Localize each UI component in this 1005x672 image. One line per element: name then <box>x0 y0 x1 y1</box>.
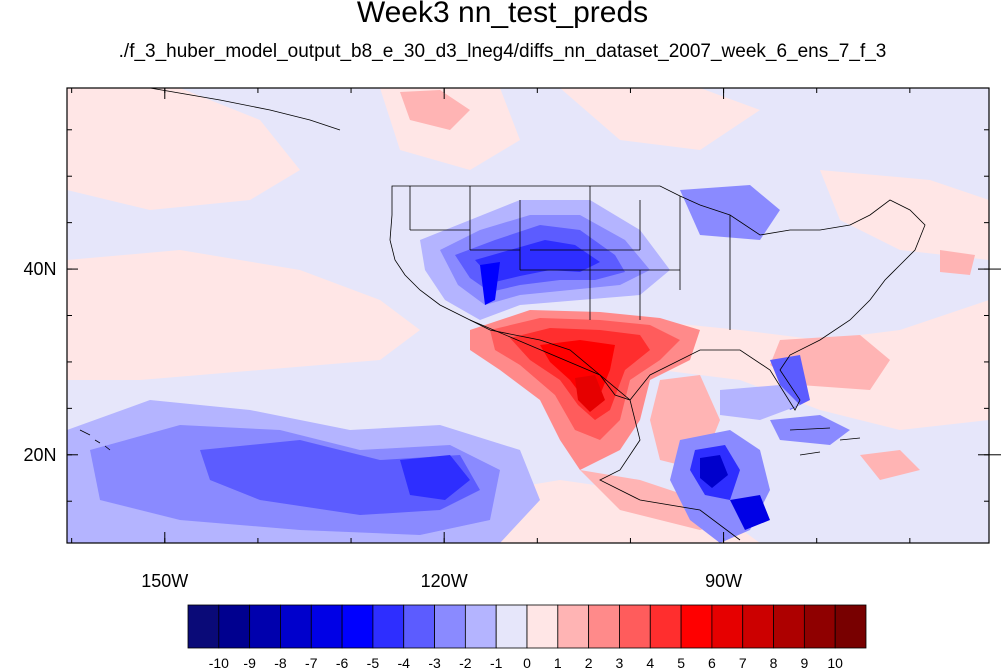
lon-tick-label: 150W <box>141 571 188 591</box>
colorbar-tick-label: -1 <box>490 655 503 671</box>
colorbar-tick-label: 1 <box>554 655 562 671</box>
colorbar-tick-label: 10 <box>827 655 843 671</box>
colorbar-swatch <box>773 604 805 649</box>
lon-tick-label: 120W <box>421 571 468 591</box>
lat-tick-label: 40N <box>23 259 56 279</box>
colorbar-swatch <box>588 604 620 649</box>
colorbar-swatch <box>742 604 774 649</box>
north-pacific-pink-region <box>67 88 300 210</box>
eastern-pacific-cold-level-3 <box>200 440 480 515</box>
central-america-cold-level-7 <box>700 455 728 488</box>
colorbar-tick-label: 9 <box>800 655 808 671</box>
colorbar-swatch <box>557 604 590 649</box>
colorbar-swatch <box>310 604 343 649</box>
colorbar-tick-label: -10 <box>209 655 229 671</box>
colorbar-tick-label: -5 <box>367 655 380 671</box>
colorbar-tick-label: 3 <box>616 655 624 671</box>
colorbar-swatch <box>372 604 405 649</box>
mexico-outline <box>469 319 741 541</box>
colorbar-labels: -10 -9 -8 -7 -6 -5 -4 -3 -2 -1 0 1 2 3 4 5 6 7 8 9 10 <box>209 655 843 671</box>
axis-tick-labels: 150W 120W 90W 40N 20N <box>23 259 742 591</box>
map-plot-area <box>67 88 989 543</box>
colorbar-tick-label: -9 <box>243 655 256 671</box>
colorbar-swatch <box>495 604 528 649</box>
colorbar-tick-label: 8 <box>770 655 778 671</box>
hawaiian-islands <box>79 429 111 451</box>
plot-subtitle: ./f_3_huber_model_output_b8_e_30_d3_lneg… <box>118 41 887 62</box>
colorbar-swatch <box>464 604 497 649</box>
colorbar-swatch <box>280 604 312 649</box>
colorbar-tick-label: 7 <box>739 655 747 671</box>
colorbar-swatch <box>218 604 251 649</box>
southern-us-warm-level-7 <box>575 375 605 412</box>
colorbar-tick-label: 4 <box>646 655 654 671</box>
caribbean-islands <box>789 427 861 456</box>
plot-title: Week3 nn_test_preds <box>356 0 649 29</box>
lon-tick-label: 90W <box>705 571 742 591</box>
colorbar-swatch <box>341 604 374 649</box>
colorbar-swatch <box>649 604 682 649</box>
maritime-red-spot <box>940 250 975 275</box>
new-england-pink-region <box>820 170 989 260</box>
pink-spot-1 <box>400 90 470 130</box>
colorbar-tick-label: 0 <box>523 655 531 671</box>
lat-tick-label: 20N <box>23 445 56 465</box>
colorbar-tick-label: 6 <box>708 655 716 671</box>
colorbar-swatch <box>711 604 744 649</box>
colorbar-swatch <box>526 604 559 649</box>
florida-cold-patch <box>770 355 810 410</box>
caribbean-red-spot <box>860 450 920 480</box>
colorbar-tick-label: -7 <box>305 655 318 671</box>
colorbar-tick-label: -6 <box>336 655 349 671</box>
subtropical-pacific-pink-region <box>67 250 420 380</box>
colorbar-swatch <box>834 604 867 649</box>
colorbar-swatch <box>803 604 836 649</box>
geographic-boundaries <box>79 88 926 541</box>
us-state-boundaries <box>409 186 731 330</box>
colorbar-swatch <box>187 604 220 649</box>
colorbar-swatch <box>680 604 713 649</box>
axis-ticks <box>67 88 1001 543</box>
colorbar <box>187 604 867 649</box>
nevada-cold-core <box>480 262 500 305</box>
eastern-pacific-cold-level-4 <box>400 455 470 500</box>
colorbar-swatch <box>434 604 466 649</box>
colorbar-tick-label: -3 <box>428 655 441 671</box>
interior-west-cold-level-4 <box>475 240 600 282</box>
alaska-panhandle-coast <box>149 88 341 131</box>
colorbar-tick-label: -8 <box>274 655 287 671</box>
great-lakes-cold-patch <box>680 185 780 240</box>
nicaragua-cold-core <box>730 495 770 530</box>
colorbar-tick-label: -2 <box>459 655 472 671</box>
colorbar-swatch <box>249 604 281 649</box>
conterminous-us-outline <box>389 185 926 411</box>
canada-pink-region <box>560 88 760 150</box>
gulf-cold-patch <box>720 385 800 420</box>
colorbar-swatch <box>619 604 651 649</box>
colorbar-swatch <box>403 604 435 649</box>
colorbar-tick-label: 5 <box>677 655 685 671</box>
colorbar-tick-label: 2 <box>585 655 593 671</box>
caribbean-cold-patch <box>770 415 850 445</box>
colorbar-tick-label: -4 <box>398 655 411 671</box>
